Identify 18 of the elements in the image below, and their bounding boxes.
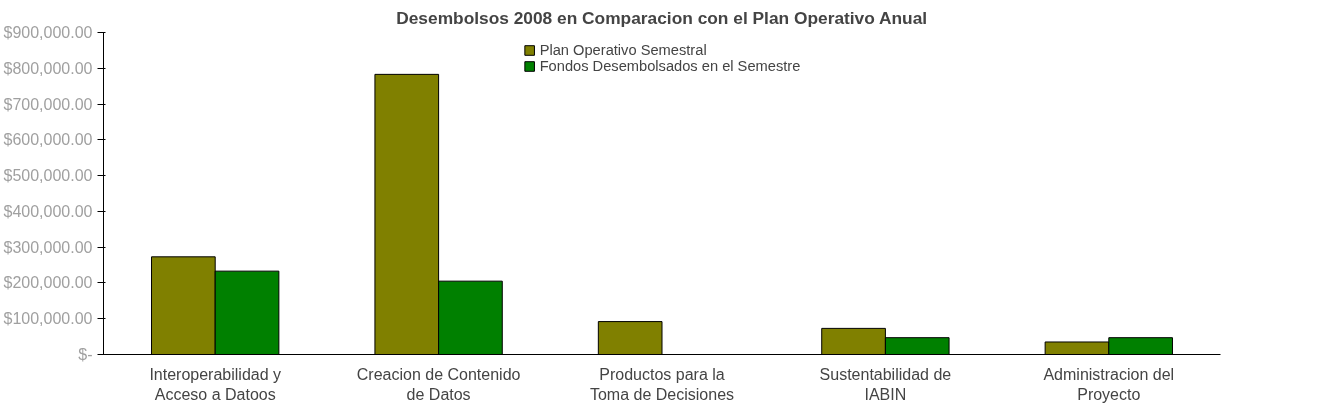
- x-tick-label: Creacion de Contenido de Datos: [356, 365, 521, 403]
- x-tick-label: Productos para la Toma de Decisiones: [589, 365, 735, 403]
- chart-title: Desembolsos 2008 en Comparacion con el Plan Operativo Anual: [396, 7, 928, 28]
- y-tick-label: $200,000.00: [3, 274, 93, 292]
- y-tick-label: $-: [78, 346, 93, 363]
- y-tick-label: $400,000.00: [3, 202, 93, 220]
- y-tick-label: $900,000.00: [3, 24, 93, 41]
- x-tick-label: Sustentabilidad de IABIN: [819, 365, 952, 403]
- y-tick-label: $300,000.00: [3, 238, 93, 256]
- y-tick-label: $700,000.00: [3, 95, 93, 113]
- y-tick-label: $100,000.00: [3, 310, 93, 328]
- y-tick-label: $800,000.00: [3, 59, 93, 77]
- y-tick-label: $500,000.00: [3, 167, 93, 185]
- legend-label: Fondos Desembolsados en el Semestre: [539, 58, 801, 74]
- x-tick-label: Interoperabilidad y Acceso a Datoos: [149, 365, 282, 403]
- legend-label: Plan Operativo Semestral: [539, 42, 707, 58]
- y-tick-label: $600,000.00: [3, 131, 93, 149]
- x-tick-label: Administracion del Proyecto: [1043, 365, 1175, 403]
